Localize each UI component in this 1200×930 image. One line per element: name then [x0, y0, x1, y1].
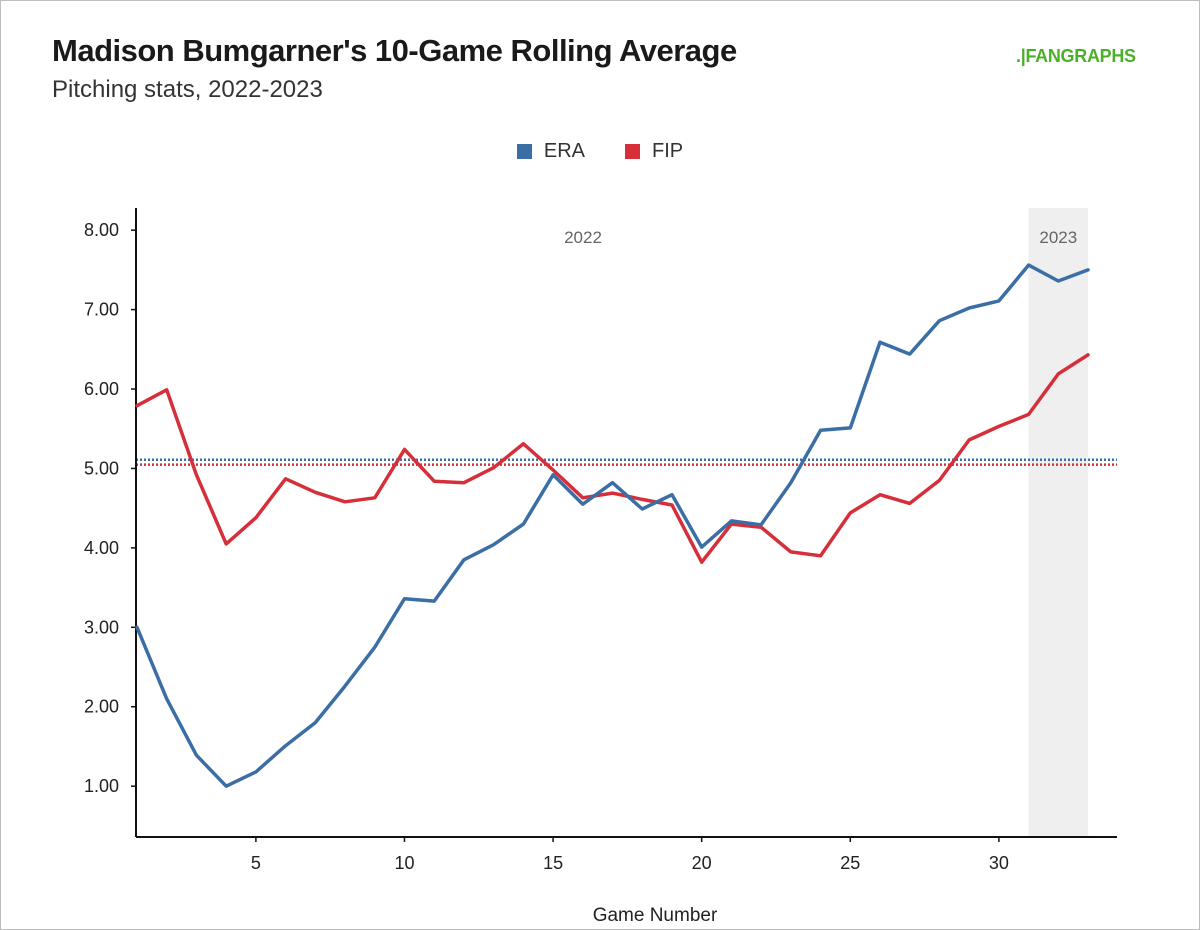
- legend: ERA FIP: [0, 140, 1200, 163]
- legend-label-era: ERA: [543, 140, 585, 162]
- chart-title: Madison Bumgarner's 10-Game Rolling Aver…: [52, 33, 737, 68]
- y-tick-label: 2.00: [84, 697, 119, 717]
- fangraphs-logo: .|FANGRAPHS: [1016, 46, 1136, 67]
- legend-label-fip: FIP: [652, 140, 684, 162]
- y-tick-label: 8.00: [84, 220, 119, 240]
- y-tick-label: 6.00: [84, 379, 119, 399]
- season-label-2023: 2023: [1039, 228, 1077, 247]
- legend-swatch-era: [516, 144, 532, 159]
- x-axis-title: Game Number: [593, 905, 718, 926]
- x-tick-label: 30: [989, 853, 1009, 873]
- series-line-era: [135, 263, 1090, 788]
- x-tick-label: 15: [543, 853, 563, 873]
- season-label-2022: 2022: [564, 228, 602, 247]
- x-tick-label: 20: [692, 853, 712, 873]
- legend-swatch-fip: [625, 144, 640, 159]
- y-tick-label: 4.00: [84, 538, 119, 558]
- x-tick-label: 10: [394, 853, 414, 873]
- y-tick-label: 7.00: [84, 300, 119, 320]
- x-tick-label: 25: [840, 853, 860, 873]
- logo-text: FANGRAPHS: [1025, 46, 1136, 66]
- chart-subtitle: Pitching stats, 2022-2023: [52, 76, 323, 103]
- x-tick-label: 5: [251, 853, 261, 873]
- logo-mark-icon: .|: [1016, 46, 1026, 66]
- legend-item-era: ERA: [516, 140, 585, 163]
- legend-item-fip: FIP: [625, 140, 683, 163]
- y-tick-label: 5.00: [84, 458, 119, 478]
- y-tick-label: 1.00: [84, 776, 119, 796]
- y-tick-label: 3.00: [84, 617, 119, 637]
- season-shade-2023: [1028, 208, 1089, 837]
